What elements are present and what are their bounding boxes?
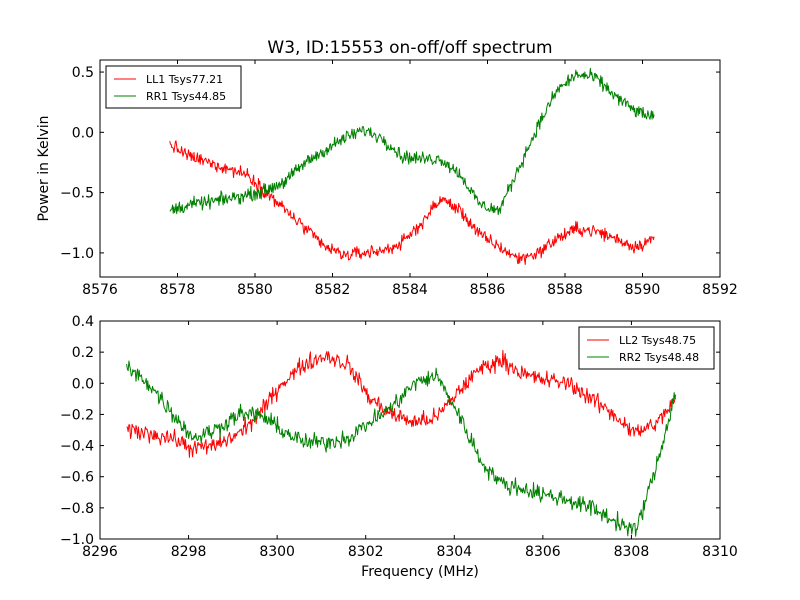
top-y-tick-label: −1.0 [60, 246, 94, 262]
bottom-x-tick-label: 8304 [436, 544, 472, 560]
top-y-axis-title: Power in Kelvin [36, 115, 52, 221]
top-legend-entry-2: RR1 Tsys44.85 [146, 90, 226, 103]
bottom-legend-entry-1: LL2 Tsys48.75 [619, 334, 696, 347]
top-x-tick-label: 8580 [237, 282, 273, 298]
bottom-x-tick-label: 8306 [525, 544, 561, 560]
bottom-y-tick-label: 0.0 [72, 376, 94, 392]
top-x-tick-label: 8592 [702, 282, 738, 298]
top-x-tick-label: 8586 [470, 282, 506, 298]
bottom-plot: 8296 8298 8300 8302 8304 8306 8308 8310 0.4 0.2 0.… [60, 314, 738, 580]
bottom-legend-box [578, 326, 715, 370]
bottom-legend-entry-2: RR2 Tsys48.48 [619, 351, 699, 364]
bottom-series-line-2 [126, 360, 677, 537]
top-legend-box [105, 65, 242, 109]
top-y-tick-label: −0.5 [60, 186, 94, 202]
top-x-tick-label: 8584 [392, 282, 428, 298]
figure-title: W3, ID:15553 on-off/off spectrum [267, 38, 552, 58]
top-series-line-1 [169, 140, 655, 265]
top-plot: 8576 8578 8580 8582 8584 8586 8588 8590 8592 0.5 0… [36, 59, 738, 298]
top-series-line-2 [169, 67, 655, 216]
bottom-x-tick-label: 8298 [171, 544, 207, 560]
bottom-plot-frame [99, 320, 721, 540]
top-y-tick-label: 0.0 [72, 125, 94, 141]
top-x-tick-label: 8578 [160, 282, 196, 298]
bottom-x-tick-label: 8310 [702, 544, 738, 560]
bottom-y-tick-label: 0.4 [72, 314, 94, 330]
bottom-x-tick-label: 8296 [82, 544, 118, 560]
bottom-x-tick-label: 8302 [348, 544, 384, 560]
top-x-tick-label: 8582 [315, 282, 351, 298]
bottom-legend: LL2 Tsys48.75 RR2 Tsys48.48 [578, 326, 715, 370]
top-x-tick-label: 8590 [625, 282, 661, 298]
bottom-y-tick-label: −0.8 [60, 501, 94, 517]
bottom-y-tick-label: −0.6 [60, 470, 94, 486]
bottom-x-tick-label: 8300 [259, 544, 295, 560]
bottom-y-tick-label: −0.2 [60, 407, 94, 423]
top-x-tick-label: 8588 [547, 282, 583, 298]
top-legend: LL1 Tsys77.21 RR1 Tsys44.85 [105, 65, 242, 109]
bottom-y-tick-label: −0.4 [60, 439, 94, 455]
bottom-series-line-1 [126, 349, 677, 458]
top-legend-entry-1: LL1 Tsys77.21 [146, 73, 223, 86]
top-y-tick-label: 0.5 [72, 65, 94, 81]
top-x-tick-label: 8576 [82, 282, 118, 298]
bottom-y-tick-label: −1.0 [60, 532, 94, 548]
bottom-y-tick-label: 0.2 [72, 345, 94, 361]
bottom-x-axis-title: Frequency (MHz) [361, 564, 479, 580]
bottom-x-tick-label: 8308 [614, 544, 650, 560]
